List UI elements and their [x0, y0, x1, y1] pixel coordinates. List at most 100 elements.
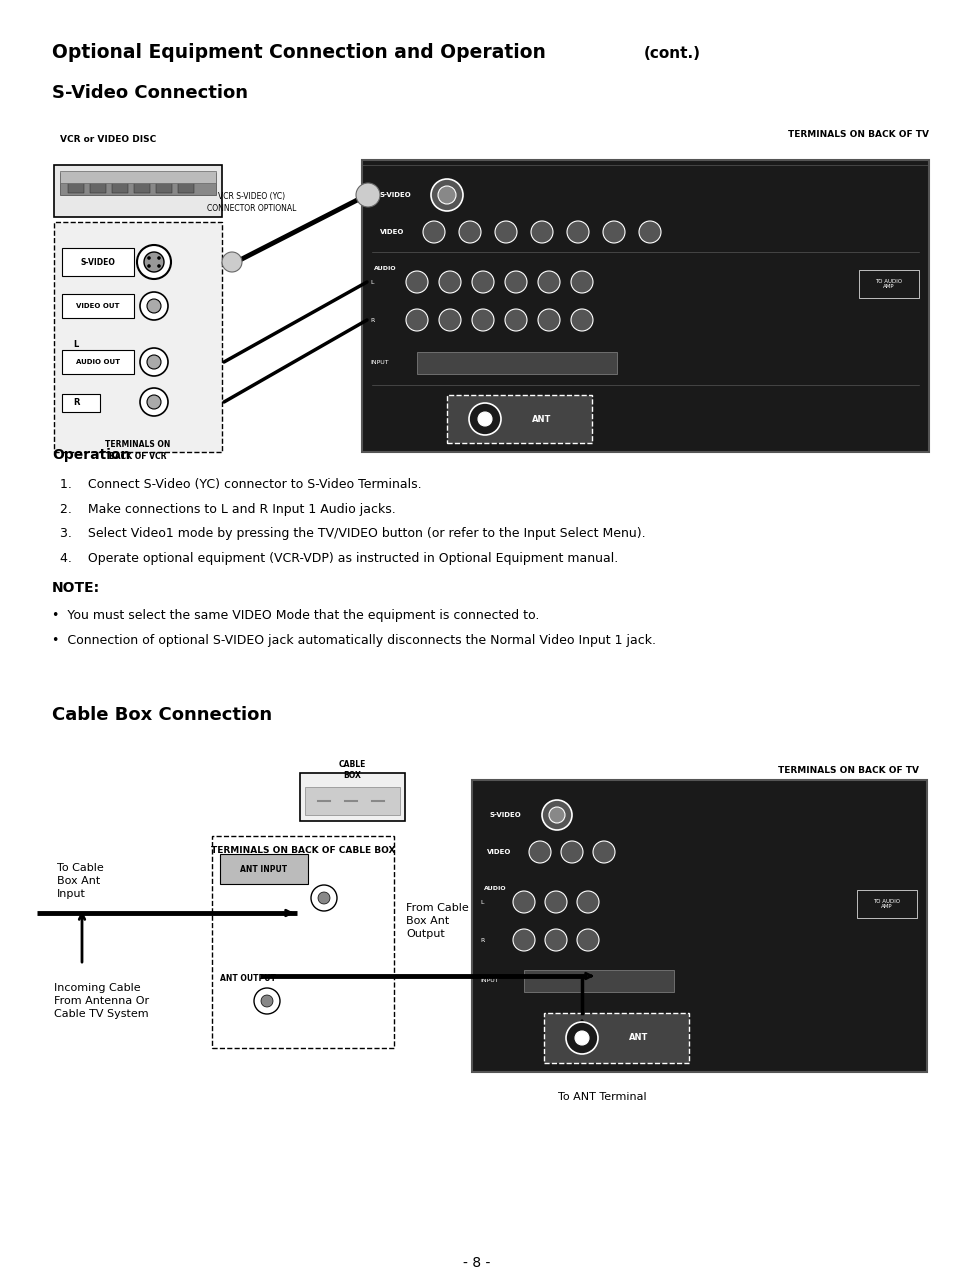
Circle shape	[560, 841, 582, 863]
Circle shape	[140, 389, 168, 417]
Text: TERMINALS ON
BACK OF VCR: TERMINALS ON BACK OF VCR	[105, 440, 171, 461]
Circle shape	[575, 1031, 588, 1045]
Text: AUDIO OUT: AUDIO OUT	[76, 359, 120, 366]
Text: ANT INPUT: ANT INPUT	[240, 864, 287, 873]
Text: ANT OUTPUT: ANT OUTPUT	[220, 974, 275, 983]
Bar	[62, 248, 133, 276]
Polygon shape	[256, 992, 276, 1010]
Bar	[133, 175, 150, 193]
Text: R: R	[370, 317, 374, 322]
Bar	[856, 889, 916, 918]
Circle shape	[513, 929, 535, 951]
Circle shape	[529, 841, 551, 863]
Circle shape	[472, 309, 494, 331]
Text: VCR S-VIDEO (YC)
CONNECTOR OPTIONAL: VCR S-VIDEO (YC) CONNECTOR OPTIONAL	[207, 192, 296, 213]
Text: 3.    Select Video1 mode by pressing the TV/VIDEO button (or refer to the Input : 3. Select Video1 mode by pressing the TV…	[60, 527, 645, 541]
Text: To Cable
Box Ant
Input: To Cable Box Ant Input	[57, 863, 104, 900]
Circle shape	[531, 221, 553, 243]
Bar	[54, 222, 222, 452]
Bar	[299, 773, 405, 820]
Bar	[90, 175, 106, 193]
Circle shape	[537, 271, 559, 293]
Text: Optional Equipment Connection and Operation: Optional Equipment Connection and Operat…	[52, 43, 552, 63]
Circle shape	[355, 183, 379, 207]
Text: Operation: Operation	[52, 449, 131, 463]
Text: AUDIO: AUDIO	[374, 266, 396, 271]
Circle shape	[565, 1022, 598, 1054]
Text: L: L	[73, 340, 78, 349]
Text: TO AUDIO
AMP: TO AUDIO AMP	[875, 279, 902, 289]
Text: •  You must select the same VIDEO Mode that the equipment is connected to.: • You must select the same VIDEO Mode th…	[52, 610, 538, 622]
Circle shape	[144, 252, 164, 272]
Circle shape	[469, 403, 500, 435]
Circle shape	[544, 929, 566, 951]
Text: S-Video Connection: S-Video Connection	[52, 84, 248, 102]
Text: VIDEO: VIDEO	[379, 229, 404, 235]
Text: R: R	[72, 397, 79, 406]
Circle shape	[571, 271, 593, 293]
Text: L: L	[370, 280, 374, 285]
Text: - 8 -: - 8 -	[463, 1256, 490, 1270]
Text: CABLE
BOX: CABLE BOX	[338, 760, 366, 780]
Circle shape	[406, 271, 428, 293]
Text: 4.    Operate optional equipment (VCR-VDP) as instructed in Optional Equipment m: 4. Operate optional equipment (VCR-VDP) …	[60, 552, 618, 565]
Circle shape	[438, 271, 460, 293]
Circle shape	[431, 179, 462, 211]
Text: L: L	[479, 900, 483, 905]
Circle shape	[577, 929, 598, 951]
Text: S-VIDEO: S-VIDEO	[490, 812, 521, 818]
Text: TO AUDIO
AMP: TO AUDIO AMP	[873, 898, 900, 910]
Circle shape	[157, 265, 161, 268]
Text: ANT: ANT	[532, 414, 551, 423]
Bar	[305, 787, 399, 815]
Circle shape	[140, 291, 168, 320]
Circle shape	[495, 221, 517, 243]
Text: ANT: ANT	[629, 1034, 648, 1043]
Bar	[220, 854, 308, 884]
Bar	[156, 175, 172, 193]
Circle shape	[140, 348, 168, 376]
Text: Incoming Cable
From Antenna Or
Cable TV System: Incoming Cable From Antenna Or Cable TV …	[54, 983, 149, 1020]
Circle shape	[406, 309, 428, 331]
Circle shape	[261, 996, 273, 1007]
Circle shape	[438, 309, 460, 331]
Bar	[54, 165, 222, 217]
Bar	[447, 395, 592, 443]
Circle shape	[504, 271, 526, 293]
Circle shape	[422, 221, 444, 243]
Bar	[472, 780, 926, 1072]
Text: To ANT Terminal: To ANT Terminal	[558, 1091, 645, 1102]
Circle shape	[147, 256, 151, 259]
Bar	[68, 175, 84, 193]
Circle shape	[504, 309, 526, 331]
Bar	[523, 970, 673, 992]
Text: R: R	[479, 938, 484, 942]
Text: TERMINALS ON BACK OF TV: TERMINALS ON BACK OF TV	[787, 130, 928, 139]
Circle shape	[477, 412, 492, 426]
Circle shape	[602, 221, 624, 243]
Circle shape	[157, 256, 161, 259]
Circle shape	[311, 884, 336, 911]
Circle shape	[577, 891, 598, 912]
Circle shape	[566, 221, 588, 243]
Text: Cable Box Connection: Cable Box Connection	[52, 705, 272, 725]
Circle shape	[317, 892, 330, 904]
Text: VIDEO OUT: VIDEO OUT	[76, 303, 120, 309]
Text: 2.    Make connections to L and R Input 1 Audio jacks.: 2. Make connections to L and R Input 1 A…	[60, 502, 395, 515]
Bar	[60, 173, 215, 196]
Circle shape	[571, 309, 593, 331]
Circle shape	[137, 245, 171, 279]
Circle shape	[639, 221, 660, 243]
Text: From Cable
Box Ant
Output: From Cable Box Ant Output	[406, 904, 468, 939]
Bar	[62, 294, 133, 318]
Circle shape	[147, 299, 161, 313]
Circle shape	[147, 395, 161, 409]
Text: TERMINALS ON BACK OF TV: TERMINALS ON BACK OF TV	[778, 766, 918, 774]
Text: S-VIDEO: S-VIDEO	[379, 192, 412, 198]
Text: TERMINALS ON BACK OF CABLE BOX: TERMINALS ON BACK OF CABLE BOX	[211, 846, 395, 855]
Bar	[62, 394, 100, 412]
Text: •  Connection of optional S-VIDEO jack automatically disconnects the Normal Vide: • Connection of optional S-VIDEO jack au…	[52, 634, 656, 647]
Circle shape	[222, 252, 242, 272]
Bar	[416, 351, 617, 374]
Circle shape	[253, 988, 280, 1013]
